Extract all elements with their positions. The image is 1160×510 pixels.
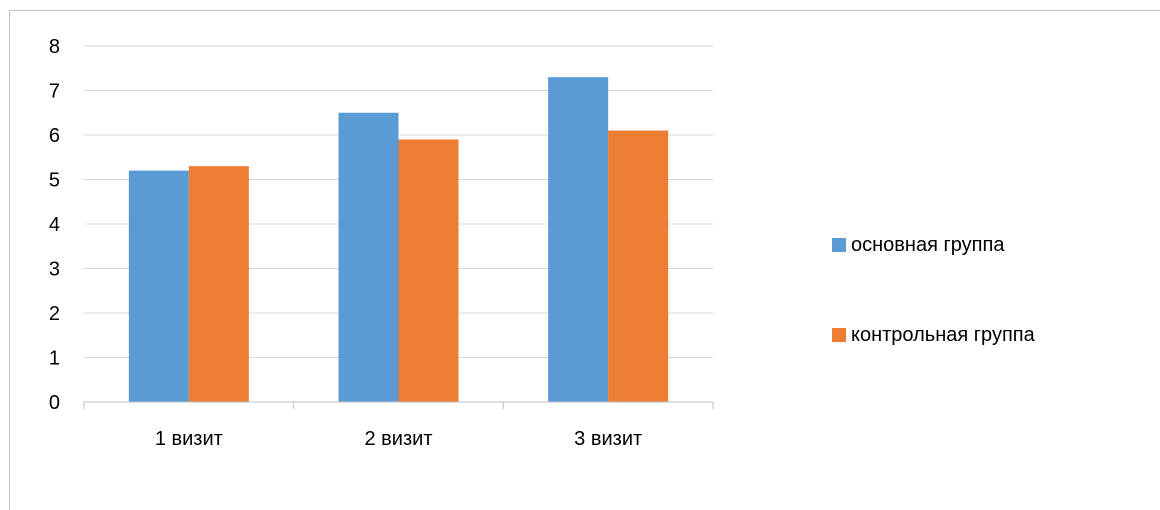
legend-label: основная группа [851, 234, 1005, 256]
legend-swatch [832, 238, 846, 252]
bar [128, 170, 189, 402]
x-category-label: 2 визит [365, 428, 433, 450]
y-axis-tick-labels: 0 1 2 3 4 5 6 7 8 [49, 36, 60, 414]
y-tick-label: 8 [49, 36, 60, 58]
y-tick-label: 3 [49, 259, 60, 281]
x-axis [83, 401, 714, 409]
bar [548, 77, 609, 403]
bars [128, 77, 669, 403]
chart-frame [9, 10, 1160, 510]
y-tick-label: 1 [49, 348, 60, 370]
bar [608, 130, 669, 403]
y-tick-label: 0 [49, 392, 60, 414]
legend: основная группа контрольная группа [832, 234, 1036, 346]
y-tick-label: 6 [49, 125, 60, 147]
x-category-label: 1 визит [155, 428, 223, 450]
bar [188, 166, 249, 402]
x-category-label: 3 визит [574, 428, 642, 450]
legend-label: контрольная группа [851, 324, 1036, 346]
bar [338, 112, 399, 402]
bar [398, 139, 459, 402]
legend-swatch [832, 328, 846, 342]
y-tick-label: 2 [49, 303, 60, 325]
y-tick-label: 5 [49, 170, 60, 192]
y-tick-label: 7 [49, 81, 60, 103]
x-axis-category-labels: 1 визит 2 визит 3 визит [155, 428, 642, 450]
y-tick-label: 4 [49, 214, 60, 236]
